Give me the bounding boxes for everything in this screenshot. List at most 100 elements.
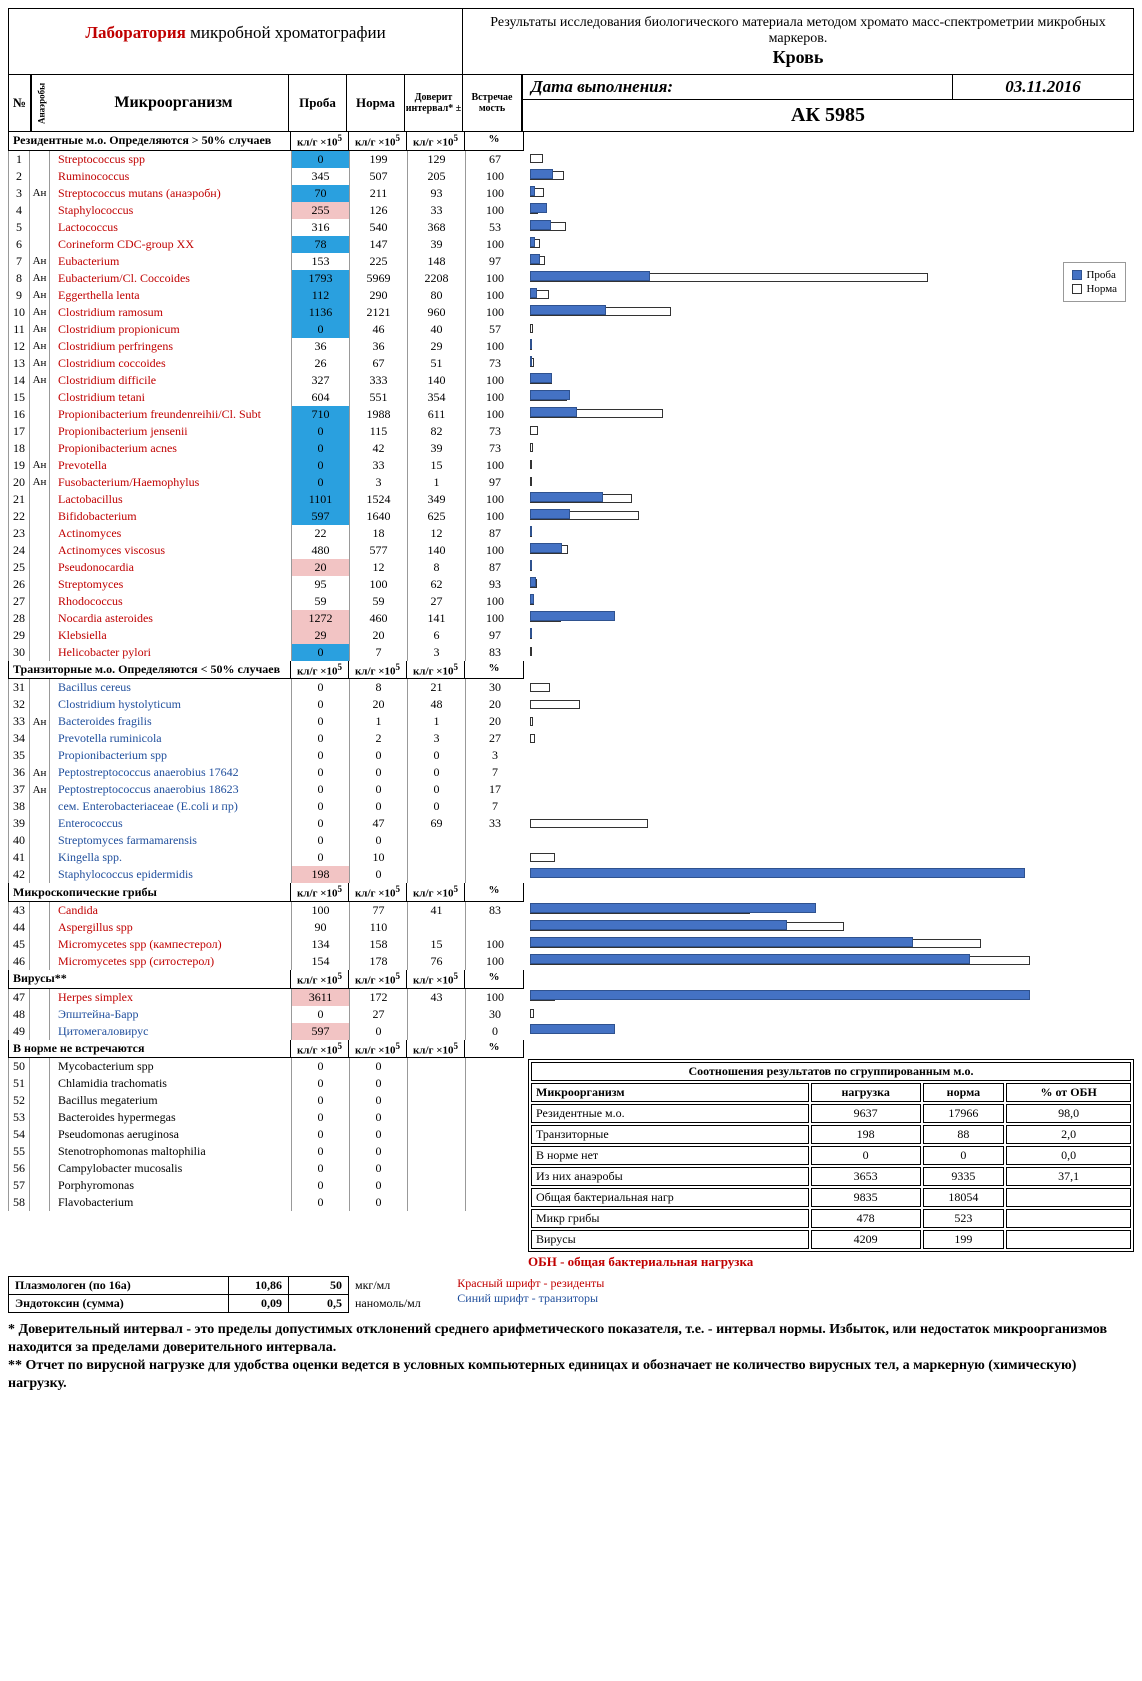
bar-row — [528, 642, 1134, 659]
bar-row — [528, 934, 1134, 951]
date-label: Дата выполнения: — [523, 75, 953, 99]
header-row2: № Анаэробы Микроорганизм Проба Норма Дов… — [8, 75, 1134, 132]
data-row: 26 Streptomyces 95 100 62 93 — [8, 576, 524, 593]
plasm-row: Эндотоксин (сумма)0,090,5наномоль/мл — [9, 1294, 427, 1312]
data-row: 11 Ан Clostridium propionicum 0 46 40 57 — [8, 321, 524, 338]
data-row: 3 Ан Streptococcus mutans (анаэробн) 70 … — [8, 185, 524, 202]
data-row: 30 Helicobacter pylori 0 7 3 83 — [8, 644, 524, 661]
data-row: 58 Flavobacterium 0 0 — [8, 1194, 524, 1211]
bar-row — [528, 523, 1134, 540]
sample-id: АК 5985 — [523, 100, 1133, 131]
data-row: 57 Porphyromonas 0 0 — [8, 1177, 524, 1194]
bar-row — [528, 678, 1134, 695]
bar-row — [528, 763, 1134, 780]
data-row: 25 Pseudonocardia 20 12 8 87 — [8, 559, 524, 576]
data-row: 44 Aspergillus spp 90 110 — [8, 919, 524, 936]
data-row: 45 Micromycetes spp (кампестерол) 134 15… — [8, 936, 524, 953]
bar-row — [528, 780, 1134, 797]
bar-row — [528, 695, 1134, 712]
data-row: 39 Enterococcus 0 47 69 33 — [8, 815, 524, 832]
sections: Резидентные м.о. Определяются > 50% случ… — [8, 132, 1134, 1270]
bar-row — [528, 166, 1134, 183]
bar-row — [528, 797, 1134, 814]
col-n: № — [9, 75, 31, 131]
bar-row — [528, 251, 1134, 268]
bar-row — [528, 472, 1134, 489]
plasm-row: Плазмологен (по 16а)10,8650мкг/мл — [9, 1276, 427, 1294]
bar-row — [528, 900, 1134, 917]
data-row: 27 Rhodococcus 59 59 27 100 — [8, 593, 524, 610]
bar-row — [528, 319, 1134, 336]
lab-title: Лаборатория микробной хроматографии — [9, 9, 463, 74]
bar-row — [528, 149, 1134, 166]
bar-row — [528, 608, 1134, 625]
data-row: 20 Ан Fusobacterium/Haemophylus 0 3 1 97 — [8, 474, 524, 491]
data-row: 13 Ан Clostridium coccoides 26 67 51 73 — [8, 355, 524, 372]
data-row: 28 Nocardia asteroides 1272 460 141 100 — [8, 610, 524, 627]
data-row: 16 Propionibacterium freundenreihii/Cl. … — [8, 406, 524, 423]
data-row: 19 Ан Prevotella 0 33 15 100 — [8, 457, 524, 474]
bar-row — [528, 438, 1134, 455]
bar-row — [528, 557, 1134, 574]
data-row: 36 Ан Peptostreptococcus anaerobius 1764… — [8, 764, 524, 781]
bar-row — [528, 234, 1134, 251]
bar-row — [528, 729, 1134, 746]
bar-row — [528, 370, 1134, 387]
data-row: 23 Actinomyces 22 18 12 87 — [8, 525, 524, 542]
bar-row — [528, 574, 1134, 591]
bar-row — [528, 506, 1134, 523]
bar-row — [528, 625, 1134, 642]
date-value: 03.11.2016 — [953, 75, 1133, 99]
section-header: Вирусы** кл/г ×105 кл/г ×105 кл/г ×105 % — [8, 970, 524, 989]
data-row: 15 Clostridium tetani 604 551 354 100 — [8, 389, 524, 406]
data-row: 51 Chlamidia trachomatis 0 0 — [8, 1075, 524, 1092]
bar-row — [528, 917, 1134, 934]
data-row: 8 Ан Eubacterium/Cl. Coccoides 1793 5969… — [8, 270, 524, 287]
data-row: 56 Campylobacter mucosalis 0 0 — [8, 1160, 524, 1177]
bar-row — [528, 455, 1134, 472]
data-row: 37 Ан Peptostreptococcus anaerobius 1862… — [8, 781, 524, 798]
data-row: 9 Ан Eggerthella lenta 112 290 80 100 — [8, 287, 524, 304]
col-an: Анаэробы — [31, 75, 51, 131]
data-row: 14 Ан Clostridium difficile 327 333 140 … — [8, 372, 524, 389]
data-row: 49 Цитомегаловирус 597 0 0 — [8, 1023, 524, 1040]
data-row: 18 Propionibacterium acnes 0 42 39 73 — [8, 440, 524, 457]
data-row: 41 Kingella spp. 0 10 — [8, 849, 524, 866]
data-row: 4 Staphylococcus 255 126 33 100 — [8, 202, 524, 219]
header-right: Дата выполнения: 03.11.2016 АК 5985 — [522, 75, 1134, 132]
data-row: 54 Pseudomonas aeruginosa 0 0 — [8, 1126, 524, 1143]
section-header: Транзиторные м.о. Определяются < 50% слу… — [8, 661, 524, 680]
bar-row — [528, 712, 1134, 729]
data-row: 21 Lactobacillus 1101 1524 349 100 — [8, 491, 524, 508]
data-row: 29 Klebsiella 29 20 6 97 — [8, 627, 524, 644]
data-row: 46 Micromycetes spp (ситостерол) 154 178… — [8, 953, 524, 970]
obn-note: ОБН - общая бактериальная нагрузка — [528, 1254, 1134, 1270]
bar-row — [528, 746, 1134, 763]
data-row: 53 Bacteroides hypermegas 0 0 — [8, 1109, 524, 1126]
section-header: Резидентные м.о. Определяются > 50% случ… — [8, 132, 524, 151]
bar-row — [528, 183, 1134, 200]
col-name: Микроорганизм — [51, 75, 289, 131]
plasmogen-table: Плазмологен (по 16а)10,8650мкг/млЭндоток… — [8, 1276, 427, 1313]
col-interval: Доверит интервал* ± — [405, 75, 463, 131]
bar-row — [528, 302, 1134, 319]
blue-legend: Синий шрифт - транзиторы — [457, 1291, 604, 1306]
data-row: 33 Ан Bacteroides fragilis 0 1 1 20 — [8, 713, 524, 730]
bar-row — [528, 404, 1134, 421]
data-row: 32 Clostridium hystolyticum 0 20 48 20 — [8, 696, 524, 713]
data-row: 12 Ан Clostridium perfringens 36 36 29 1… — [8, 338, 524, 355]
data-row: 6 Corineform CDC-group XX 78 147 39 100 — [8, 236, 524, 253]
data-row: 7 Ан Eubacterium 153 225 148 97 — [8, 253, 524, 270]
col-vstrech: Встречае мость — [463, 75, 521, 131]
bar-row — [528, 353, 1134, 370]
data-row: 50 Mycobacterium spp 0 0 — [8, 1058, 524, 1075]
data-row: 48 Эпштейна-Барр 0 27 30 — [8, 1006, 524, 1023]
footnotes: * Доверительный интервал - это пределы д… — [8, 1321, 1134, 1394]
header-row: Лаборатория микробной хроматографии Резу… — [8, 8, 1134, 75]
bar-row — [528, 217, 1134, 234]
section-header: Микроскопические грибы кл/г ×105 кл/г ×1… — [8, 883, 524, 902]
data-row: 31 Bacillus cereus 0 8 21 30 — [8, 679, 524, 696]
data-row: 52 Bacillus megaterium 0 0 — [8, 1092, 524, 1109]
data-row: 34 Prevotella ruminicola 0 2 3 27 — [8, 730, 524, 747]
data-row: 1 Streptococcus spp 0 199 129 67 — [8, 151, 524, 168]
